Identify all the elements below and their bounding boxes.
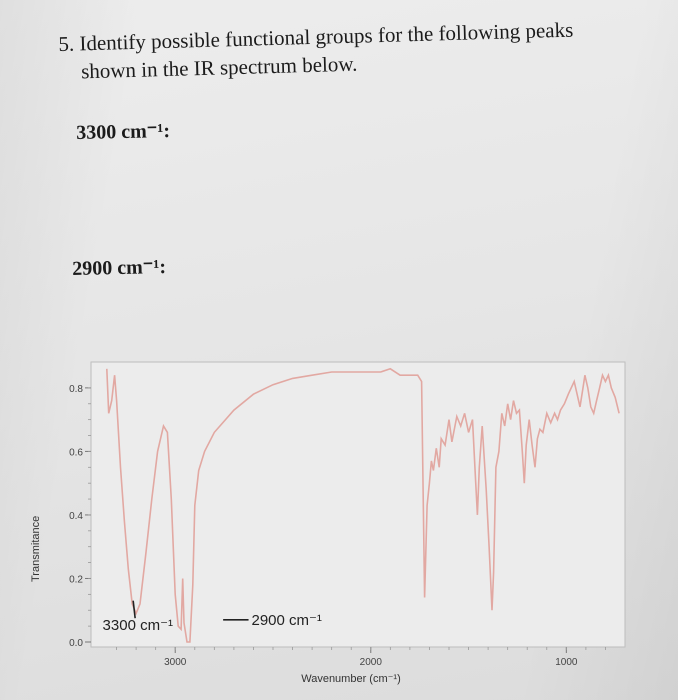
y-tick-label: 0.8 <box>69 384 83 395</box>
y-ticks: 0.0 0.2 0.4 0.6 0.8 <box>69 384 91 649</box>
annotations: 3300 cm⁻¹ 2900 cm⁻¹ <box>103 600 322 634</box>
x-tick-label: 2000 <box>360 657 383 668</box>
plot-frame <box>90 361 626 648</box>
spectrum-line <box>106 367 620 643</box>
y-tick-label: 0.0 <box>69 638 83 649</box>
x-tick-label: 3000 <box>164 657 187 668</box>
annotation-pointer <box>132 600 136 619</box>
annotation-3300-label: 3300 cm⁻¹ <box>103 617 173 634</box>
y-tick-label: 0.4 <box>69 511 83 522</box>
x-axis-label: Wavenumber (cm⁻¹) <box>301 673 401 685</box>
y-tick-label: 0.6 <box>69 447 83 458</box>
x-ticks: 3000 2000 1000 <box>116 647 606 668</box>
annotation-2900-label: 2900 cm⁻¹ <box>251 612 321 629</box>
x-tick-label: 1000 <box>555 657 578 668</box>
y-tick-label: 0.2 <box>69 574 83 585</box>
